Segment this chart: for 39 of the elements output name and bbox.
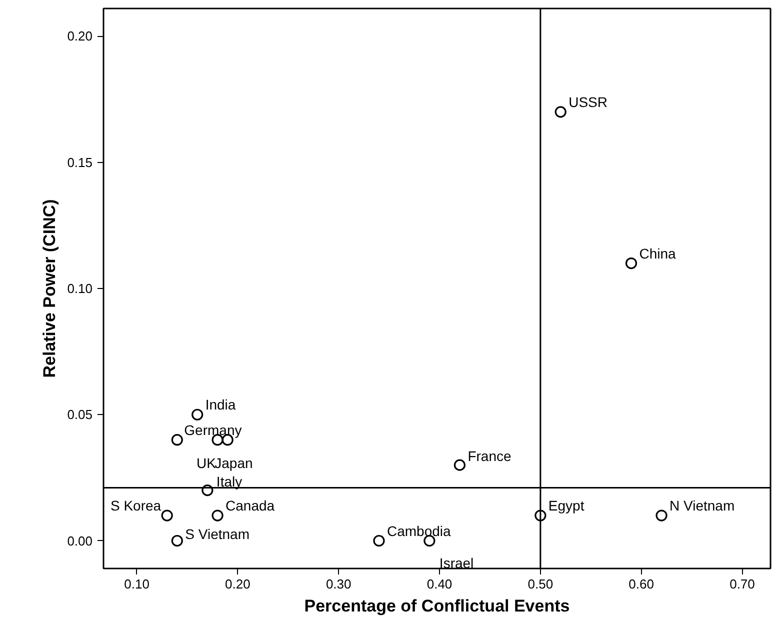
x-tick-label: 0.20 xyxy=(225,576,250,592)
annotation: Germany xyxy=(184,422,242,438)
annotation: France xyxy=(468,448,512,464)
annotation: Israel xyxy=(439,554,474,571)
annotation: Italy xyxy=(216,473,242,490)
point xyxy=(554,106,566,118)
x-tick-label: 0.60 xyxy=(628,576,654,592)
annotation: S Vietnam xyxy=(185,526,250,542)
y-tick-label: 0.20 xyxy=(67,28,93,44)
x-tick-label: 0.40 xyxy=(426,576,452,592)
annotation: S Korea xyxy=(110,498,162,514)
y-axis-title: Relative Power (CINC) xyxy=(40,199,60,378)
annotation: Egypt xyxy=(548,498,584,514)
y-tick-label: 0.00 xyxy=(67,533,93,548)
point xyxy=(212,510,224,522)
y-tick-label: 0.15 xyxy=(67,154,93,170)
annotation: UK xyxy=(196,454,217,471)
annotation: N Vietnam xyxy=(670,498,735,514)
point xyxy=(171,534,183,547)
x-tick-label: 0.70 xyxy=(730,576,755,592)
x-tick-label: 0.30 xyxy=(326,576,352,592)
annotation: Japan xyxy=(214,454,253,471)
point xyxy=(171,434,183,446)
point xyxy=(656,510,668,522)
annotation: India xyxy=(205,396,236,413)
y-tick-label: 0.10 xyxy=(67,281,93,296)
point xyxy=(625,257,638,270)
annotation: USSR xyxy=(568,94,608,110)
x-tick-label: 0.50 xyxy=(528,576,554,592)
point xyxy=(161,510,173,522)
y-tick-label: 0.05 xyxy=(67,407,93,422)
point xyxy=(454,459,466,471)
annotation: China xyxy=(639,245,676,262)
x-tick-label: 0.10 xyxy=(124,576,150,592)
annotation: Cambodia xyxy=(386,522,452,539)
x-axis-title: Percentage of Conflictual Events xyxy=(304,596,570,616)
point xyxy=(373,534,385,547)
point xyxy=(192,408,204,420)
annotation: Canada xyxy=(226,498,275,514)
